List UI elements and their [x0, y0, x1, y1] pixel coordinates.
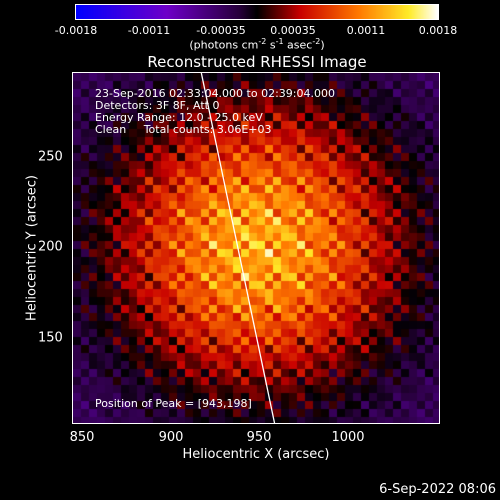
y-axis-label: Heliocentric Y (arcsec): [25, 175, 40, 321]
colorbar-tick-label: -0.00035: [196, 24, 245, 37]
colorbar: [75, 4, 439, 20]
colorbar-tick-label: -0.0018: [55, 24, 97, 37]
chart-title: Reconstructed RHESSI Image: [147, 53, 366, 71]
y-tick-label: 150: [38, 331, 63, 346]
x-tick-label: 850: [70, 430, 95, 445]
colorbar-tick-label: -0.0011: [128, 24, 170, 37]
plot-area: 23-Sep-2016 02:33:04.000 to 02:39:04.000…: [72, 72, 440, 424]
colorbar-tick-label: 0.0011: [347, 24, 386, 37]
info-clean-counts: Clean Total counts: 3.06E+03: [95, 123, 272, 136]
y-tick-label: 250: [38, 150, 63, 165]
colorbar-tick-label: 0.00035: [270, 24, 316, 37]
y-tick-label: 200: [38, 240, 63, 255]
render-timestamp: 6-Sep-2022 08:06: [379, 482, 496, 497]
colorbar-unit-label: (photons cm-2 s-1 asec-2): [189, 37, 324, 52]
info-peak-position: Position of Peak = [943,198]: [95, 397, 252, 410]
x-tick-label: 1000: [331, 430, 364, 445]
x-axis-label: Heliocentric X (arcsec): [183, 447, 330, 462]
colorbar-tick-label: 0.0018: [419, 24, 458, 37]
x-tick-label: 950: [247, 430, 272, 445]
x-tick-label: 900: [159, 430, 184, 445]
